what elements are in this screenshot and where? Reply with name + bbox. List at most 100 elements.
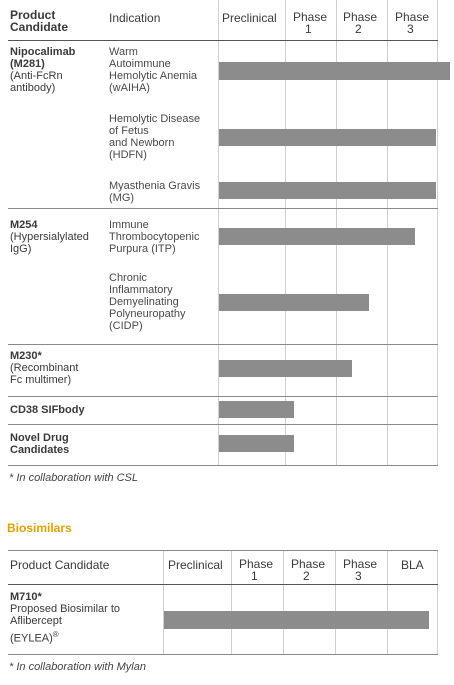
grid-line (335, 551, 336, 655)
biosimilars-top-rule (8, 550, 438, 551)
candidate-desc-trademark: (EYLEA) (10, 632, 53, 645)
phase1-header-num: 1 (305, 22, 312, 36)
indication-mg: Myasthenia Gravis (MG) (109, 180, 200, 204)
candidate-desc: Fc multimer) (10, 374, 72, 386)
progress-bar-m710 (164, 611, 429, 629)
progress-bar-cidp (219, 294, 370, 311)
candidate-desc: (Hypersialylated (10, 231, 89, 243)
progress-bar-waiha (219, 62, 450, 80)
indication-line: Chronic (109, 272, 147, 284)
phase1-header-word: Phase (293, 10, 328, 24)
phase1-header: Phase 1 (293, 11, 327, 35)
biosimilars-preclinical-header: Preclinical (168, 558, 223, 572)
candidate-nipocalimab: Nipocalimab (M281) (Anti-FcRn antibody) (10, 46, 75, 94)
grid-line (283, 551, 284, 655)
candidate-desc: Aflibercept (10, 615, 62, 627)
row-divider (8, 396, 438, 397)
candidate-m230: M230* (Recombinant Fc multimer) (10, 350, 78, 386)
candidate-name: M710* (10, 591, 42, 603)
indication-line: Hemolytic Disease (109, 113, 201, 125)
phase1-header-num: 1 (251, 569, 258, 583)
candidate-m710: M710* Proposed Biosimilar to Aflibercept… (10, 591, 120, 645)
biosimilars-phase2-header: Phase 2 (291, 558, 325, 582)
candidate-name: (M281) (10, 58, 45, 70)
indication-itp: Immune Thrombocytopenic Purpura (ITP) (109, 219, 200, 255)
indication-line: (MG) (109, 192, 135, 204)
candidate-desc: antibody) (10, 82, 56, 94)
preclinical-header: Preclinical (222, 11, 277, 25)
footnote-csl: * In collaboration with CSL (9, 472, 139, 484)
grid-line (437, 551, 438, 655)
indication-line: (wAIHA) (109, 82, 150, 94)
indication-line: Warm (109, 46, 138, 58)
indication-line: Hemolytic Anemia (109, 70, 198, 82)
indication-hdfn: Hemolytic Disease of Fetus and Newborn (… (109, 113, 200, 161)
progress-bar-novel (219, 435, 295, 452)
progress-bar-mg (219, 182, 436, 199)
progress-bar-itp (219, 228, 416, 245)
grid-line (163, 551, 164, 655)
phase3-header-num: 3 (407, 22, 414, 36)
indication-line: Autoimmune (109, 58, 171, 70)
grid-line (387, 551, 388, 655)
progress-bar-cd38 (219, 401, 295, 418)
progress-bar-m230 (219, 360, 352, 377)
footnote-mylan: * In collaboration with Mylan (9, 661, 146, 673)
phase3-header: Phase 3 (395, 11, 429, 35)
registered-mark: ® (52, 630, 59, 639)
indication-line: (CIDP) (109, 320, 143, 332)
candidate-header: Product Candidate (10, 9, 68, 33)
candidate-desc: Proposed Biosimilar to (10, 603, 121, 615)
indication-cidp: Chronic Inflammatory Demyelinating Polyn… (109, 272, 185, 332)
indication-line: Polyneuropathy (109, 308, 186, 320)
candidate-desc: IgG) (10, 243, 32, 255)
candidate-header-line1: Product (10, 8, 56, 22)
candidate-name: Candidates (10, 444, 70, 456)
candidate-name: M254 (10, 219, 38, 231)
row-divider (8, 344, 438, 345)
candidate-desc: (EYLEA)® (10, 629, 120, 645)
biosimilars-bla-header: BLA (401, 558, 424, 572)
phase2-header-num: 2 (355, 22, 362, 36)
phase1-header-word: Phase (239, 557, 274, 571)
phase3-header-word: Phase (343, 557, 378, 571)
candidate-name: M230* (10, 350, 42, 362)
candidate-name: CD38 SIFbody (10, 404, 85, 416)
phase3-header-word: Phase (395, 10, 430, 24)
phase2-header-num: 2 (303, 569, 310, 583)
indication-line: Demyelinating (109, 296, 179, 308)
progress-bar-hdfn (219, 129, 436, 146)
candidate-cd38: CD38 SIFbody (10, 404, 85, 416)
candidate-desc: (Anti-FcRn (10, 70, 63, 82)
indication-line: (HDFN) (109, 149, 147, 161)
indication-waiha: Warm Autoimmune Hemolytic Anemia (wAIHA) (109, 46, 197, 94)
grid-line (437, 0, 438, 466)
grid-line (231, 551, 232, 655)
indication-line: of Fetus (109, 125, 149, 137)
candidate-name: Nipocalimab (10, 46, 76, 58)
phase2-header-word: Phase (343, 10, 378, 24)
biosimilars-phase1-header: Phase 1 (239, 558, 273, 582)
phase2-header: Phase 2 (343, 11, 377, 35)
indication-line: Thrombocytopenic (109, 231, 200, 243)
biosimilars-phase3-header: Phase 3 (343, 558, 377, 582)
indication-line: Myasthenia Gravis (109, 180, 201, 192)
biosimilars-candidate-header: Product Candidate (10, 558, 110, 572)
phase3-header-num: 3 (355, 569, 362, 583)
candidate-header-line2: Candidate (10, 20, 69, 34)
biosimilars-bottom-rule (8, 654, 438, 655)
indication-header: Indication (109, 11, 161, 25)
indication-line: and Newborn (109, 137, 175, 149)
header-rule (8, 40, 438, 41)
row-divider (8, 208, 438, 209)
indication-line: Inflammatory (109, 284, 173, 296)
row-divider (8, 424, 438, 425)
candidate-novel: Novel Drug Candidates (10, 432, 69, 456)
candidate-name: Novel Drug (10, 432, 69, 444)
candidate-m254: M254 (Hypersialylated IgG) (10, 219, 89, 255)
indication-line: Purpura (ITP) (109, 243, 176, 255)
biosimilars-header-rule (8, 584, 438, 585)
indication-line: Immune (109, 219, 149, 231)
candidate-desc: (Recombinant (10, 362, 79, 374)
phase2-header-word: Phase (291, 557, 326, 571)
